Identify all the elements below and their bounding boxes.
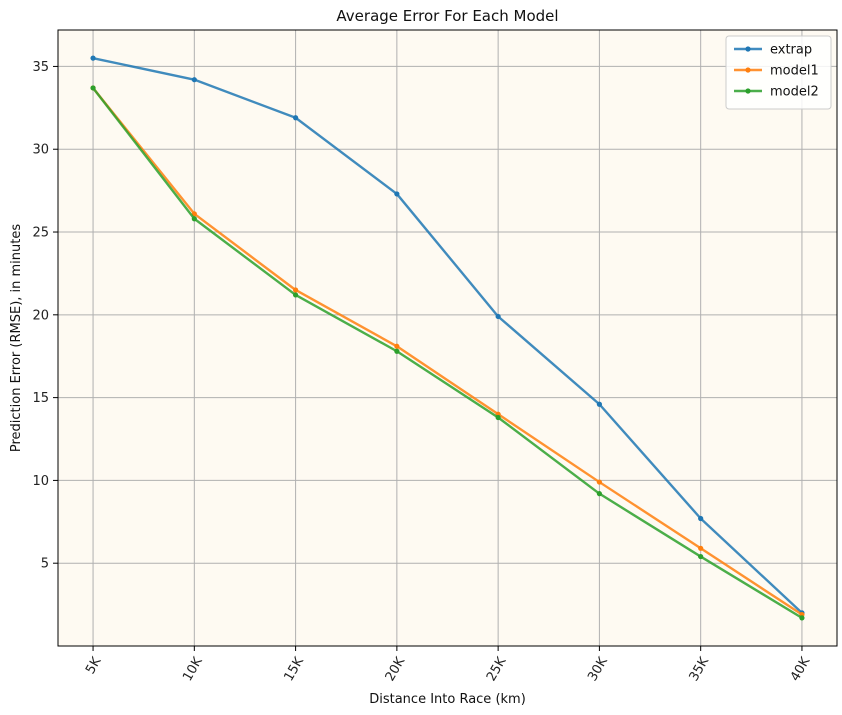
legend-label: model2 xyxy=(770,85,819,100)
legend-marker xyxy=(745,67,751,73)
x-tick-label: 15K xyxy=(281,654,307,684)
y-tick-label: 15 xyxy=(32,391,49,406)
data-point-model2 xyxy=(191,216,197,222)
legend-item-model1: model1 xyxy=(734,64,819,79)
x-tick-label: 30K xyxy=(585,654,611,684)
chart-title: Average Error For Each Model xyxy=(336,7,558,25)
data-point-model1 xyxy=(394,343,400,349)
series-line-extrap xyxy=(92,56,803,614)
grid xyxy=(58,30,837,646)
x-axis: 5K 10K 15K 20K 25K 30K 35K 40K xyxy=(83,646,814,684)
data-point-model2 xyxy=(698,553,704,560)
x-tick-label: 20K xyxy=(383,654,409,684)
y-axis: 5 10 15 20 25 30 35 xyxy=(32,60,58,572)
y-tick-label: 25 xyxy=(32,226,49,241)
data-point-model1 xyxy=(191,211,197,217)
data-point-model1 xyxy=(596,479,603,485)
data-point-model2 xyxy=(495,414,501,421)
y-tick-label: 35 xyxy=(32,60,49,75)
x-tick-label: 40K xyxy=(788,654,814,684)
data-point-model1 xyxy=(698,545,704,551)
x-tick-label: 10K xyxy=(180,654,206,684)
data-point-extrap xyxy=(191,77,197,83)
x-tick-label: 25K xyxy=(484,654,510,684)
data-point-extrap xyxy=(292,115,299,121)
y-tick-label: 20 xyxy=(32,308,49,323)
series-layer xyxy=(90,55,805,621)
series-line-model1 xyxy=(92,87,803,616)
y-tick-label: 5 xyxy=(41,557,49,572)
data-point-extrap xyxy=(90,55,96,61)
data-point-model2 xyxy=(394,348,400,354)
legend-marker xyxy=(745,46,751,52)
plot-background xyxy=(58,30,837,646)
legend: extrap model1 model2 xyxy=(725,35,832,110)
data-point-model2 xyxy=(596,491,603,497)
plot-frame xyxy=(57,29,838,647)
data-point-model2 xyxy=(90,85,96,91)
y-tick-label: 30 xyxy=(32,143,49,158)
legend-item-model2: model2 xyxy=(734,85,819,100)
x-tick-label: 35K xyxy=(687,654,713,684)
legend-item-extrap: extrap xyxy=(734,43,812,58)
data-point-extrap xyxy=(698,515,704,522)
legend-label: extrap xyxy=(770,43,812,58)
legend-label: model1 xyxy=(770,64,819,79)
data-point-model2 xyxy=(292,292,299,298)
y-tick-label: 10 xyxy=(32,474,49,489)
series-line-model2 xyxy=(92,87,803,619)
data-point-extrap xyxy=(596,401,603,407)
legend-marker xyxy=(745,88,751,94)
data-point-extrap xyxy=(495,313,501,320)
data-point-model1 xyxy=(292,287,299,293)
data-point-model2 xyxy=(799,615,805,621)
series-model2 xyxy=(90,85,805,621)
data-point-extrap xyxy=(394,191,400,197)
y-axis-label: Prediction Error (RMSE), in minutes xyxy=(9,224,24,452)
x-axis-label: Distance Into Race (km) xyxy=(369,692,526,707)
x-tick-label: 5K xyxy=(83,654,105,676)
